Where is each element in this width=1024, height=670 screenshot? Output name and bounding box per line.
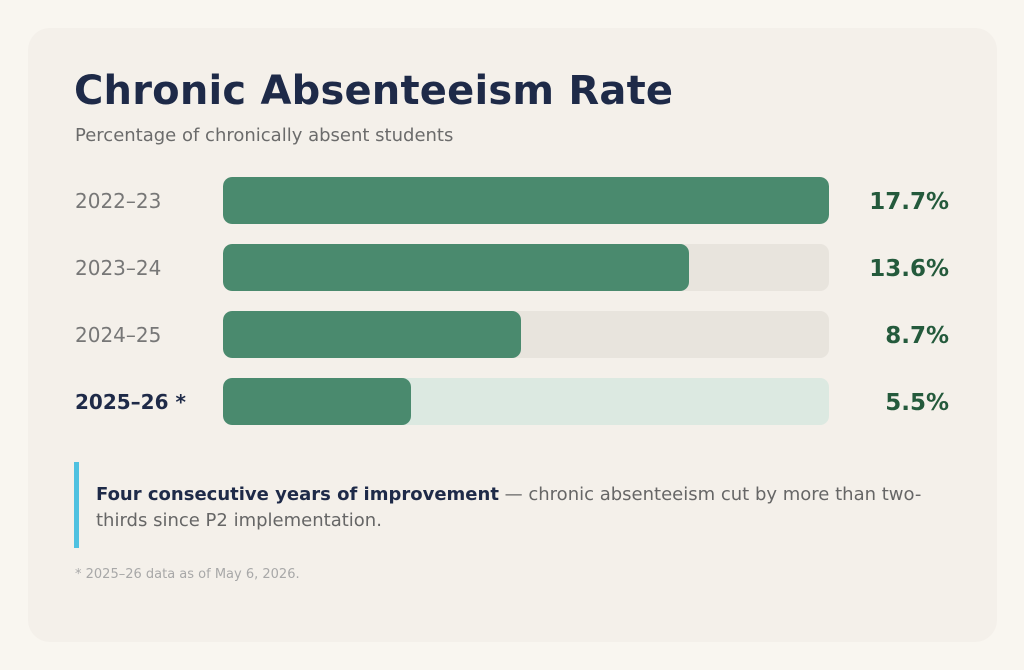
bar-track — [223, 177, 829, 224]
bar — [223, 244, 689, 291]
category-label: 2023–24 — [75, 256, 162, 280]
callout-bold-text: Four consecutive years of improvement — [96, 484, 499, 505]
category-label: 2024–25 — [75, 323, 162, 347]
value-label: 5.5% — [885, 390, 949, 416]
bar-track — [223, 311, 829, 358]
bar — [223, 311, 521, 358]
value-label: 8.7% — [885, 323, 949, 349]
bar — [223, 378, 412, 425]
bar-track — [223, 244, 829, 291]
value-label: 17.7% — [869, 189, 949, 215]
footnote: * 2025–26 data as of May 6, 2026. — [75, 567, 300, 582]
category-label: 2025–26 * — [75, 390, 186, 414]
callout-body-text: — chronic absenteeism cut by more than t… — [96, 484, 922, 531]
value-label: 13.6% — [869, 256, 949, 282]
chart-card: Chronic Absenteeism Rate Percentage of c… — [28, 28, 997, 642]
bar-track — [223, 378, 829, 425]
chart-title: Chronic Absenteeism Rate — [74, 68, 674, 114]
callout-text: Four consecutive years of improvement — … — [96, 482, 926, 534]
bar — [223, 177, 829, 224]
category-label: 2022–23 — [75, 189, 162, 213]
callout-accent-bar — [74, 462, 79, 548]
chart-subtitle: Percentage of chronically absent student… — [75, 125, 454, 146]
